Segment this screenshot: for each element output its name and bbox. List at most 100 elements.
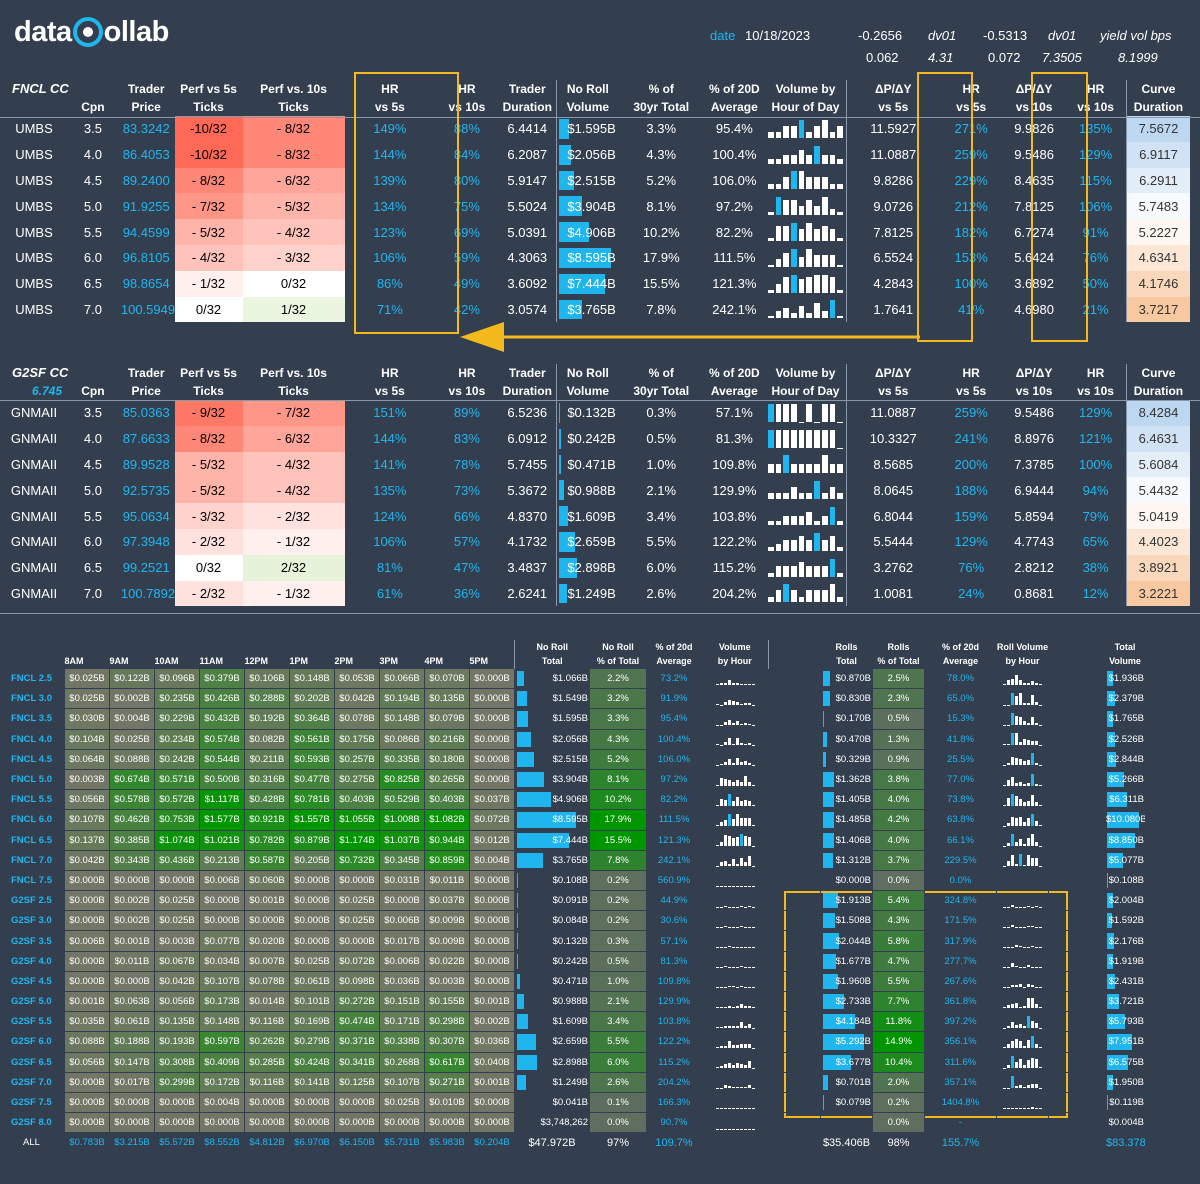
grid-row[interactable]: FNCL 5.5 $0.056B $0.578B $0.572B $1.117B $0.4… — [0, 789, 1146, 811]
spark-bar — [783, 565, 790, 577]
cell-dp5: 6.8044 — [846, 503, 940, 529]
table-row[interactable]: UMBS 3.5 83.3242 -10/32- 8/32 149% 88% 6.4414 $… — [0, 116, 1190, 142]
grid-row[interactable]: G2SF 7.5 $0.000B $0.000B $0.000B $0.004B $0.0… — [0, 1091, 1146, 1114]
total-volume-bar — [1107, 671, 1113, 687]
grid-row[interactable]: G2SF 6.5 $0.056B $0.147B $0.308B $0.409B $0.2… — [0, 1051, 1146, 1073]
hour-cell: $0.096B — [154, 667, 200, 690]
grid-row[interactable]: FNCL 5.0 $0.003B $0.674B $0.571B $0.500B $0.3… — [0, 768, 1146, 791]
grid-row[interactable]: G2SF 4.5 $0.000B $0.000B $0.042B $0.107B $0.0… — [0, 970, 1146, 993]
total-row[interactable]: ALL $0.783B $3.215B $5.572B $8.552B $4.812B $6… — [0, 1132, 1146, 1154]
grid-row[interactable]: G2SF 5.0 $0.001B $0.063B $0.056B $0.173B $0.0… — [0, 990, 1146, 1013]
grid-row[interactable]: FNCL 4.5 $0.064B $0.088B $0.242B $0.544B $0.2… — [0, 748, 1146, 770]
grid-row[interactable]: FNCL 3.5 $0.030B $0.004B $0.229B $0.432B $0.1… — [0, 708, 1146, 730]
table-row[interactable]: GNMAII 5.0 92.5735- 5/32- 4/32 135% 73% 5.367… — [0, 477, 1190, 504]
noroll-total: $1.549B — [514, 688, 590, 710]
table-row[interactable]: GNMAII 4.5 89.9528- 5/32- 4/32 141% 78% 5.745… — [0, 451, 1190, 478]
cell-hr5: 144% — [373, 431, 407, 447]
cell-hr5: 135% — [373, 482, 407, 498]
rolls-pct: 4.7% — [872, 950, 925, 972]
hour-cell: $0.000B — [379, 890, 425, 912]
spark-bar — [723, 799, 727, 806]
grid-row[interactable]: G2SF 6.0 $0.088B $0.188B $0.193B $0.597B $0.2… — [0, 1031, 1146, 1053]
spark-bar — [731, 1044, 735, 1048]
spark-bar — [731, 762, 735, 766]
rolls-avg: 267.6% — [924, 970, 997, 993]
grid-row[interactable]: G2SF 8.0 $0.000B $0.000B $0.000B $0.000B $0.0… — [0, 1112, 1146, 1134]
table-row[interactable]: UMBS 5.5 94.4599- 5/32- 4/32 123% 69% 5.0391 $… — [0, 219, 1190, 245]
spark-bar — [723, 762, 727, 766]
cell-dur: 5.3672 — [507, 482, 548, 498]
roll-volume-by-hour — [996, 768, 1049, 791]
table-row[interactable]: GNMAII 6.5 99.2521 0/32 2/32 81% 47% 3.4837 $2.8… — [0, 554, 1190, 581]
table-row[interactable]: UMBS 5.0 91.9255- 7/32- 5/32 134% 75% 5.5024 $… — [0, 193, 1190, 220]
spark-bar — [1019, 781, 1022, 786]
table-row[interactable]: GNMAII 6.0 97.3948- 2/32- 1/32 106% 57% 4.173… — [0, 528, 1190, 555]
grid-row[interactable]: G2SF 3.0 $0.000B $0.002B $0.025B $0.000B $0.0… — [0, 910, 1146, 932]
spark-bar — [739, 724, 743, 725]
table-row[interactable]: UMBS 6.0 96.8105- 4/32- 3/32 106% 59% 4.3063 $… — [0, 244, 1190, 271]
cell-avg: 122.2% — [712, 534, 757, 550]
grid-row[interactable]: G2SF 3.5 $0.006B $0.001B $0.003B $0.077B $0.0… — [0, 930, 1146, 952]
grid-row[interactable]: FNCL 6.0 $0.107B $0.462B $0.753B $1.577B $0.9… — [0, 809, 1146, 831]
noroll-volume-by-hour — [701, 1051, 769, 1073]
col-subheader: vs 10s — [1077, 384, 1114, 398]
spark-bar — [1023, 1064, 1026, 1069]
spark-bar — [743, 702, 747, 705]
cell-p5: -10/32 — [174, 116, 243, 142]
table-row[interactable]: UMBS 7.0 100.5949 0/32 1/32 71% 42% 3.0574 $3.76… — [0, 296, 1190, 323]
grid-header: Total — [1114, 642, 1136, 652]
spark-bar — [1015, 864, 1018, 867]
spark-bar — [1031, 773, 1034, 786]
hour-cell: $0.025B — [154, 890, 200, 912]
spark-bar — [783, 200, 790, 216]
rolls-total: $1.913B — [820, 890, 873, 912]
table-row[interactable]: GNMAII 4.0 87.6633- 8/32- 6/32 144% 83% 6.091… — [0, 425, 1190, 452]
table-row[interactable]: UMBS 4.0 86.4053 -10/32- 8/32 144% 84% 6.2087 $… — [0, 141, 1190, 168]
col-header: Perf vs 5s — [180, 366, 237, 380]
table-row[interactable]: GNMAII 5.5 95.0634- 3/32- 2/32 124% 66% 4.837… — [0, 503, 1190, 529]
grid-row[interactable]: FNCL 7.5 $0.000B $0.000B $0.000B $0.006B $0.0… — [0, 869, 1146, 892]
table-row[interactable]: UMBS 6.5 98.8654- 1/32 0/32 86% 49% 3.6092 $7.4… — [0, 270, 1190, 297]
grid-row[interactable]: FNCL 4.0 $0.104B $0.025B $0.234B $0.574B $0.0… — [0, 728, 1146, 750]
grid-row[interactable]: G2SF 5.5 $0.035B $0.061B $0.135B $0.148B $0.1… — [0, 1011, 1146, 1033]
grid-row[interactable]: FNCL 2.5 $0.025B $0.122B $0.096B $0.379B $0.1… — [0, 667, 1146, 690]
grid-row[interactable]: FNCL 7.0 $0.042B $0.343B $0.436B $0.213B $0.5… — [0, 849, 1146, 871]
grid-row[interactable]: G2SF 7.0 $0.000B $0.017B $0.299B $0.172B $0.1… — [0, 1071, 1146, 1093]
spark-bar — [1031, 998, 1034, 1008]
grid-row[interactable]: G2SF 2.5 $0.000B $0.002B $0.025B $0.000B $0.0… — [0, 890, 1146, 912]
grid-row[interactable]: FNCL 3.0 $0.025B $0.002B $0.235B $0.426B $0.2… — [0, 688, 1146, 710]
hour-cell: $0.000B — [199, 1112, 245, 1134]
spark-bar — [791, 540, 797, 551]
spark-bar — [1035, 1003, 1038, 1008]
section-subtitle: 6.745 — [32, 384, 63, 398]
hdr-r1-2: -0.5313 — [983, 28, 1028, 43]
spark-bar — [767, 493, 774, 500]
rolls-avg: 357.1% — [924, 1071, 997, 1093]
hour-cell: $0.011B — [109, 950, 155, 972]
total-volume-bar — [1107, 691, 1115, 707]
noroll-volume-by-hour — [701, 748, 769, 770]
spark-bar — [727, 699, 731, 705]
cell-dp10: 4.7743 — [1014, 534, 1054, 550]
cell-pct: 5.5% — [646, 534, 677, 550]
table-row[interactable]: GNMAII 3.5 85.0363- 9/32- 7/32 151% 89% 6.523… — [0, 400, 1190, 426]
spark-bar — [806, 131, 813, 138]
hour-cell: $8.552B — [199, 1132, 245, 1154]
cell-hr10: 78% — [453, 456, 480, 472]
cell-hr10b: 129% — [1078, 405, 1113, 421]
spark-bar — [821, 226, 828, 242]
hour-cell: $0.000B — [469, 768, 515, 791]
grid-row[interactable]: FNCL 6.5 $0.137B $0.385B $1.074B $1.021B $0.7… — [0, 829, 1146, 851]
row-label: G2SF 3.5 — [0, 930, 65, 952]
table-row[interactable]: GNMAII 7.0 100.7892- 2/32- 1/32 61% 36% 2.624… — [0, 580, 1190, 607]
table-row[interactable]: UMBS 4.5 89.2400- 8/32- 6/32 139% 80% 5.9147 $… — [0, 167, 1190, 194]
noroll-total-bar — [517, 994, 524, 1010]
rolls-total-bar — [823, 933, 839, 949]
hour-cell: $0.000B — [469, 869, 515, 892]
spark-bar — [1027, 1085, 1030, 1089]
cell-dp5: 4.2843 — [846, 270, 940, 297]
spark-bar — [739, 986, 743, 988]
hour-cell: $0.135B — [154, 1011, 200, 1033]
hour-cell: $0.082B — [244, 728, 290, 750]
grid-row[interactable]: G2SF 4.0 $0.000B $0.011B $0.067B $0.034B $0.0… — [0, 950, 1146, 972]
